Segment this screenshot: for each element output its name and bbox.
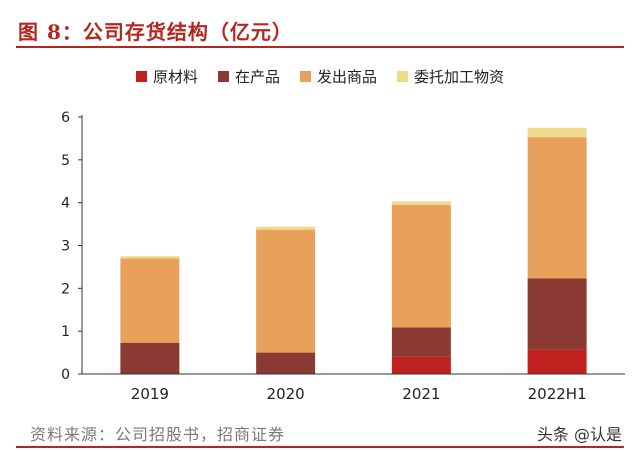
bar-segment [256, 352, 316, 374]
bar-segment [527, 137, 587, 279]
bar-segment [527, 349, 587, 374]
bar-segment [527, 278, 587, 350]
footer-divider [16, 446, 624, 448]
y-tick-label: 6 [61, 110, 70, 126]
bar-segment [256, 226, 316, 230]
legend-item-goods-shipped: 发出商品 [300, 66, 377, 87]
title-divider [16, 46, 624, 48]
x-tick-label: 2019 [131, 385, 169, 403]
legend-swatch [300, 71, 311, 82]
bar-segment [391, 356, 451, 374]
y-tick-label: 4 [61, 196, 70, 212]
y-tick-label: 1 [61, 324, 70, 340]
legend-label: 委托加工物资 [414, 68, 505, 86]
legend-label: 原材料 [152, 68, 198, 86]
bar-segment [527, 127, 587, 138]
x-tick-label: 2021 [402, 385, 440, 403]
legend-item-consigned-materials: 委托加工物资 [397, 66, 504, 87]
legend-item-raw-materials: 原材料 [135, 66, 198, 87]
x-tick-label: 2022H1 [528, 385, 587, 403]
bar-segment [391, 327, 451, 357]
y-tick-label: 0 [61, 367, 70, 383]
y-tick-label: 2 [61, 281, 70, 297]
legend-item-work-in-progress: 在产品 [217, 66, 280, 87]
watermark: 头条 @认是 [536, 425, 622, 444]
legend-label: 在产品 [234, 68, 280, 86]
legend-swatch [397, 71, 409, 82]
bar-segment [256, 229, 316, 353]
bar-segment [391, 204, 451, 328]
x-tick-label: 2020 [267, 385, 305, 403]
chart-title: 图 8：公司存货结构（亿元） [18, 20, 293, 44]
y-tick-label: 5 [61, 153, 70, 169]
bar-segment [391, 201, 451, 205]
legend-swatch [135, 71, 147, 82]
bar-segment [120, 256, 180, 259]
chart-legend: 原材料 在产品 发出商品 委托加工物资 [0, 66, 640, 87]
legend-label: 发出商品 [317, 68, 378, 86]
source-note: 资料来源：公司招股书，招商证券 [30, 425, 286, 444]
y-tick-label: 3 [61, 239, 70, 255]
bar-segment [120, 342, 180, 374]
legend-swatch [217, 71, 229, 82]
bar-segment [120, 258, 180, 343]
